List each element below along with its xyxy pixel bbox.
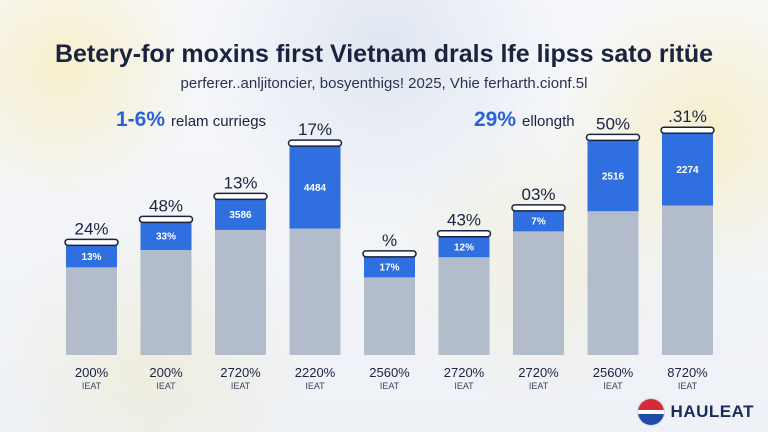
x-tick-label: 2220% [295, 365, 336, 380]
bar-value-label: 43% [447, 211, 481, 230]
bar-cap [287, 139, 343, 147]
bar-cap [213, 192, 268, 201]
bar-top [289, 145, 341, 229]
bar-value-label: 03% [521, 185, 555, 204]
x-tick-label: 2720% [220, 365, 261, 380]
bar-base [438, 257, 490, 355]
bar-cap [585, 133, 641, 142]
stat-left-text: relam curriegs [171, 113, 267, 130]
x-tick-sublabel: IEAT [82, 381, 102, 391]
bar-top [513, 209, 564, 232]
bar-inner-label: 7% [531, 217, 546, 228]
chart-title: Betery-for moxins first Vietnam drals lf… [54, 40, 714, 68]
bar-base [587, 211, 639, 355]
bar-base [215, 229, 266, 355]
bar-inner-label: 17% [379, 263, 399, 274]
stat-right: 29% ellongth [474, 108, 575, 132]
x-tick-sublabel: IEAT [454, 381, 474, 391]
bar-base [364, 277, 415, 355]
brand-logo-icon [636, 398, 665, 426]
bar-top [215, 198, 266, 230]
bar-inner-label: 13% [81, 252, 101, 263]
x-tick-sublabel: IEAT [231, 381, 251, 391]
x-tick-sublabel: IEAT [305, 381, 325, 391]
x-tick-label: 2720% [518, 365, 559, 380]
bar-inner-label: 33% [156, 232, 176, 243]
stat-right-value: 29% [474, 108, 517, 131]
x-tick-label: 2560% [369, 365, 410, 380]
bar-base [289, 228, 341, 355]
bar-cap [436, 229, 492, 238]
x-tick-sublabel: IEAT [156, 381, 176, 391]
bar-cap [511, 204, 566, 212]
x-tick-label: 2560% [593, 365, 634, 380]
x-tick-label: 200% [75, 365, 109, 380]
bar-top [66, 244, 117, 268]
bar-value-label: 24% [74, 219, 108, 238]
bar-value-label: 50% [596, 114, 630, 133]
bar-inner-label: 3586 [229, 210, 252, 221]
stat-left: 1-6% relam curriegs [116, 108, 266, 132]
x-tick-label: 2720% [444, 365, 485, 380]
x-tick-sublabel: IEAT [603, 381, 623, 391]
bar-top [587, 139, 639, 212]
x-tick-sublabel: IEAT [678, 381, 698, 391]
bar-base [513, 231, 564, 355]
bar-value-label: % [382, 231, 397, 250]
x-tick-sublabel: IEAT [529, 381, 549, 391]
bar-cap [660, 126, 715, 134]
bar-value-label: 17% [298, 120, 332, 139]
bar-base [662, 205, 713, 355]
bar-value-label: .31% [668, 107, 707, 126]
stat-right-text: ellongth [522, 113, 575, 130]
bar-top [364, 255, 415, 278]
brand: HAULEAT [636, 398, 754, 426]
x-tick-sublabel: IEAT [380, 381, 400, 391]
bar-inner-label: 2516 [602, 171, 625, 182]
bar-top [662, 132, 713, 206]
stat-left-value: 1-6% [116, 108, 166, 131]
bar-value-label: 48% [149, 196, 183, 215]
bar-inner-label: 12% [454, 242, 474, 253]
bar-inner-label: 4484 [304, 183, 327, 194]
bar-top [438, 235, 490, 258]
x-tick-label: 200% [149, 365, 183, 380]
bar-base [140, 250, 192, 355]
brand-name: HAULEAT [670, 402, 754, 421]
chart-subtitle: perferer..anljitoncier, bosyenthigs! 202… [180, 75, 588, 92]
bar-cap [362, 250, 417, 258]
bar-cap [138, 215, 194, 224]
bar-inner-label: 2274 [676, 165, 699, 176]
bar-value-label: 13% [223, 173, 257, 192]
bar-top [140, 221, 192, 251]
bar-base [66, 267, 117, 355]
x-tick-label: 8720% [667, 365, 708, 380]
bar-cap [64, 238, 119, 247]
